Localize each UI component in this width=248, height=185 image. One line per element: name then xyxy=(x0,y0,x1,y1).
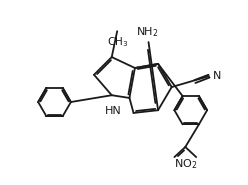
Text: CH$_3$: CH$_3$ xyxy=(107,35,128,49)
Text: NO$_2$: NO$_2$ xyxy=(174,157,197,171)
Text: N: N xyxy=(213,71,221,81)
Text: HN: HN xyxy=(105,106,122,116)
Text: NH$_2$: NH$_2$ xyxy=(136,25,158,38)
